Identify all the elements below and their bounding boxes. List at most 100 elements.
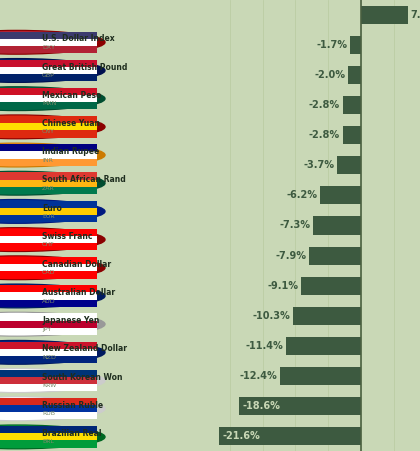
Text: Great British Pound: Great British Pound (42, 63, 127, 72)
FancyBboxPatch shape (0, 74, 97, 81)
Text: CAD: CAD (42, 270, 55, 276)
FancyBboxPatch shape (0, 243, 97, 250)
Text: Chinese Yuan: Chinese Yuan (42, 119, 100, 128)
FancyBboxPatch shape (0, 32, 97, 39)
Circle shape (0, 87, 105, 110)
Circle shape (0, 199, 105, 223)
FancyBboxPatch shape (0, 384, 97, 391)
Circle shape (0, 370, 97, 391)
Text: MXN: MXN (42, 101, 56, 106)
FancyBboxPatch shape (0, 60, 97, 67)
FancyBboxPatch shape (0, 377, 97, 384)
FancyBboxPatch shape (0, 208, 97, 215)
FancyBboxPatch shape (0, 370, 97, 377)
Circle shape (0, 369, 105, 392)
FancyBboxPatch shape (0, 264, 97, 272)
Text: Indian Rupee: Indian Rupee (42, 147, 99, 156)
Bar (343, 96, 361, 114)
FancyBboxPatch shape (0, 292, 97, 299)
Text: South African Rand: South African Rand (42, 175, 126, 184)
Circle shape (0, 257, 97, 279)
Text: Australian Dollar: Australian Dollar (42, 288, 115, 297)
FancyBboxPatch shape (0, 441, 97, 448)
FancyBboxPatch shape (0, 236, 97, 243)
Text: BRL: BRL (42, 439, 54, 445)
FancyBboxPatch shape (0, 328, 97, 335)
Text: -2.8%: -2.8% (309, 100, 340, 110)
Text: -9.1%: -9.1% (268, 281, 299, 290)
Circle shape (0, 313, 97, 335)
Bar (286, 337, 361, 355)
Text: Brazilian Real: Brazilian Real (42, 429, 102, 438)
FancyBboxPatch shape (0, 95, 97, 102)
Bar (350, 36, 361, 54)
FancyBboxPatch shape (0, 321, 97, 328)
Circle shape (0, 256, 105, 280)
FancyBboxPatch shape (0, 398, 97, 405)
Text: -1.7%: -1.7% (316, 40, 347, 50)
Text: -21.6%: -21.6% (223, 431, 260, 441)
FancyBboxPatch shape (0, 426, 97, 433)
Bar (309, 247, 361, 265)
Circle shape (0, 425, 105, 449)
Text: ZAR: ZAR (42, 186, 55, 191)
Circle shape (0, 88, 97, 110)
FancyBboxPatch shape (0, 313, 97, 321)
FancyBboxPatch shape (0, 433, 97, 441)
FancyBboxPatch shape (0, 412, 97, 419)
FancyBboxPatch shape (0, 299, 97, 307)
FancyBboxPatch shape (0, 356, 97, 363)
FancyBboxPatch shape (0, 215, 97, 222)
FancyBboxPatch shape (0, 39, 97, 46)
Bar (293, 307, 361, 325)
Circle shape (0, 228, 105, 252)
FancyBboxPatch shape (0, 257, 97, 264)
Circle shape (0, 144, 97, 166)
FancyBboxPatch shape (0, 172, 97, 179)
FancyBboxPatch shape (0, 285, 97, 292)
Circle shape (0, 59, 105, 82)
Text: Canadian Dollar: Canadian Dollar (42, 260, 111, 269)
FancyBboxPatch shape (0, 341, 97, 349)
Circle shape (0, 229, 97, 250)
Circle shape (0, 172, 97, 194)
FancyBboxPatch shape (0, 272, 97, 279)
Text: Mexican Peso: Mexican Peso (42, 91, 101, 100)
Text: U.S. Dollar Index: U.S. Dollar Index (42, 34, 115, 43)
Text: EUR: EUR (42, 214, 55, 219)
Text: Euro: Euro (42, 203, 62, 212)
Text: KRW: KRW (42, 383, 56, 388)
Circle shape (0, 397, 105, 420)
Circle shape (0, 341, 105, 364)
Circle shape (0, 116, 97, 138)
FancyBboxPatch shape (0, 67, 97, 74)
Bar (361, 6, 407, 24)
Text: Russian Ruble: Russian Ruble (42, 401, 103, 410)
Text: JPY: JPY (42, 327, 51, 332)
FancyBboxPatch shape (0, 123, 97, 130)
Text: DXY: DXY (42, 45, 55, 50)
Bar (280, 367, 361, 385)
Bar (313, 216, 361, 235)
Circle shape (0, 398, 97, 419)
FancyBboxPatch shape (0, 152, 97, 159)
Text: -2.0%: -2.0% (314, 70, 345, 80)
Text: -2.8%: -2.8% (309, 130, 340, 140)
Circle shape (0, 171, 105, 195)
FancyBboxPatch shape (0, 88, 97, 95)
Text: -18.6%: -18.6% (242, 401, 280, 411)
Text: Japanese Yen: Japanese Yen (42, 316, 100, 325)
FancyBboxPatch shape (0, 349, 97, 356)
FancyBboxPatch shape (0, 229, 97, 236)
FancyBboxPatch shape (0, 187, 97, 194)
FancyBboxPatch shape (0, 116, 97, 123)
Text: New Zealand Dollar: New Zealand Dollar (42, 345, 127, 354)
Bar (239, 397, 361, 415)
Circle shape (0, 285, 97, 307)
Circle shape (0, 284, 105, 308)
FancyBboxPatch shape (0, 179, 97, 187)
Circle shape (0, 143, 105, 167)
Text: NZD: NZD (42, 355, 56, 360)
Text: CNY: CNY (42, 129, 55, 134)
Text: AUD: AUD (42, 299, 55, 304)
